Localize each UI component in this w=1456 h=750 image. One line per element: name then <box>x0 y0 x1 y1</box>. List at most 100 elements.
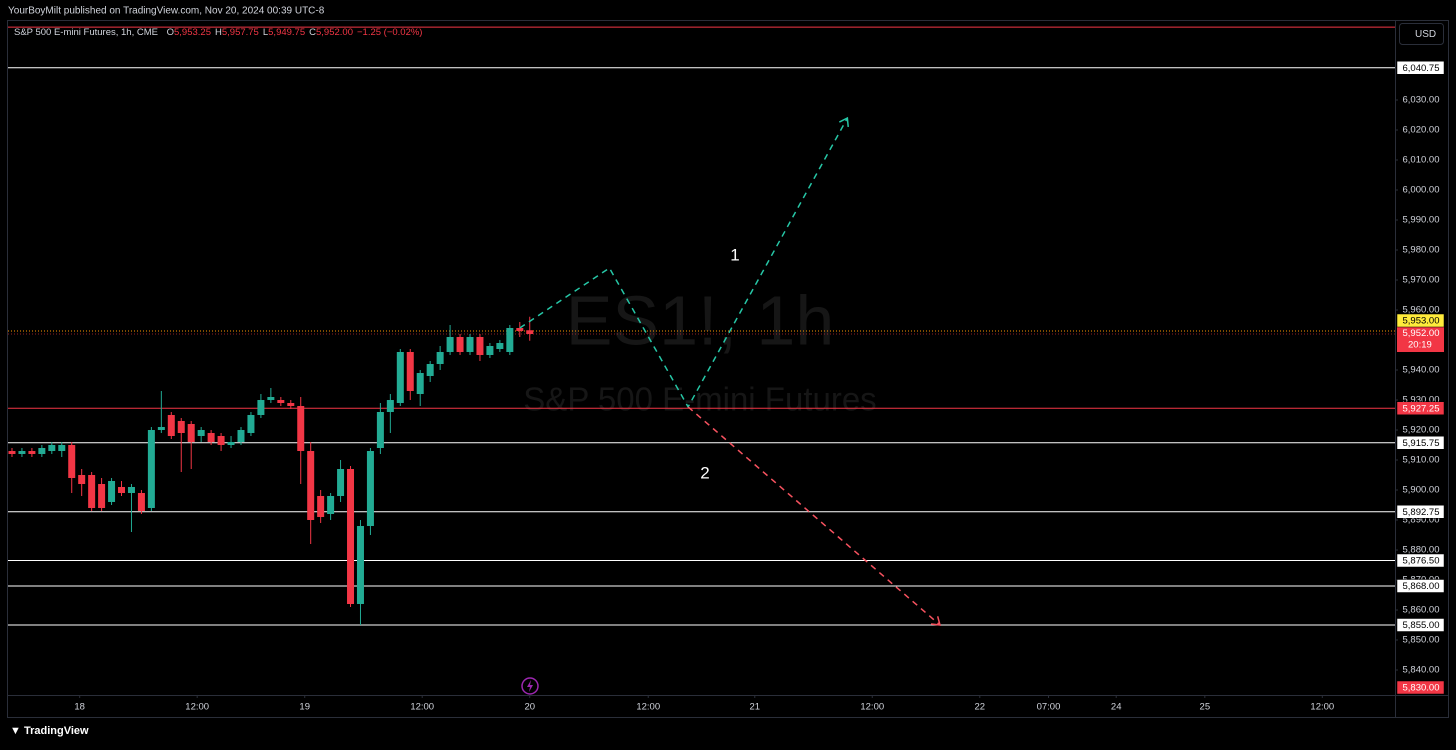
level-label-box <box>1396 401 1445 415</box>
annotation: 1 <box>730 245 739 264</box>
candle-body <box>337 469 345 496</box>
currency[interactable]: USD <box>1415 29 1436 40</box>
candle-body <box>118 487 126 493</box>
candle-body <box>506 328 514 352</box>
candle-body <box>217 436 225 445</box>
level-label-box <box>1396 618 1445 632</box>
ohlc-value: 5,957.75 <box>222 27 259 38</box>
x-tick-label: 20 <box>524 702 535 713</box>
candle-body <box>38 448 46 454</box>
x-tick-label: 18 <box>74 702 85 713</box>
y-tick-label: 6,000.00 <box>1403 185 1440 196</box>
y-tick-label: 5,940.00 <box>1403 365 1440 376</box>
level-label: 5,876.50 <box>1403 556 1440 567</box>
candle-body <box>98 484 106 508</box>
candle-body <box>167 415 175 436</box>
level-label: 5,953.00 <box>1403 316 1440 327</box>
candle-body <box>376 412 384 448</box>
footer-logo: ▼ <box>10 725 21 737</box>
y-tick-label: 5,910.00 <box>1403 455 1440 466</box>
candle-body <box>18 451 26 454</box>
candle-body <box>237 430 245 442</box>
candle-body <box>307 451 315 520</box>
x-tick-label: 24 <box>1111 702 1122 713</box>
candle-body <box>88 475 96 508</box>
candle-body <box>366 451 374 526</box>
footer-brand: TradingView <box>24 725 89 737</box>
candle-body <box>327 496 335 514</box>
level-label-box <box>1396 61 1445 75</box>
level-label: 5,830.00 <box>1403 683 1440 694</box>
candle-body <box>48 445 56 451</box>
x-tick-label: 12:00 <box>185 702 209 713</box>
candle-body <box>108 481 116 502</box>
projection-path <box>519 117 849 409</box>
y-tick-label: 5,890.00 <box>1403 515 1440 526</box>
chart-frame <box>7 20 1449 718</box>
y-tick-label: 6,020.00 <box>1403 125 1440 136</box>
countdown: 20:19 <box>1408 340 1432 351</box>
candle-body <box>147 430 155 508</box>
last-price-label-box <box>1397 327 1444 352</box>
level-label: 5,868.00 <box>1403 581 1440 592</box>
events-icon[interactable] <box>521 677 539 695</box>
candle-body <box>297 406 305 451</box>
level-label-box <box>1396 313 1445 328</box>
candle-body <box>486 346 494 355</box>
x-tick-label: 12:00 <box>410 702 434 713</box>
x-tick-label: 07:00 <box>1037 702 1061 713</box>
level-label-box <box>1396 553 1445 568</box>
candle-body <box>127 487 135 493</box>
candle-body <box>436 352 444 364</box>
level-label: 5,855.00 <box>1403 620 1440 631</box>
candle-body <box>496 343 504 349</box>
candle-body <box>317 496 325 517</box>
currency-button[interactable] <box>1399 23 1444 45</box>
candle-body <box>197 430 205 436</box>
change: −1.25 (−0.02%) <box>357 27 423 38</box>
candle-body <box>267 397 275 400</box>
y-tick-label: 5,880.00 <box>1403 545 1440 556</box>
y-tick-label: 5,860.00 <box>1403 605 1440 616</box>
level-label-box <box>1396 436 1445 450</box>
y-tick-label: 5,990.00 <box>1403 215 1440 226</box>
candle-body <box>456 337 464 352</box>
x-tick-label: 12:00 <box>860 702 884 713</box>
ohlc-key: O <box>167 27 174 38</box>
ohlc-value: 5,952.00 <box>316 27 353 38</box>
candle-body <box>406 352 414 391</box>
candle-body <box>207 433 215 442</box>
x-tick-label: 19 <box>299 702 310 713</box>
level-label: 5,892.75 <box>1403 507 1440 518</box>
y-tick-label: 5,970.00 <box>1403 275 1440 286</box>
candle-body <box>137 493 145 511</box>
publisher-line: YourBoyMilt published on TradingView.com… <box>8 6 325 17</box>
symbol: S&P 500 E-mini Futures, 1h, CME <box>14 27 158 38</box>
projection-arrowhead <box>930 616 941 626</box>
y-tick-label: 6,010.00 <box>1403 155 1440 166</box>
x-tick-label: 12:00 <box>636 702 660 713</box>
level-label: 5,927.25 <box>1403 403 1440 414</box>
candle-body <box>78 475 86 484</box>
x-tick-label: 12:00 <box>1310 702 1334 713</box>
level-label: 6,040.75 <box>1403 63 1440 74</box>
projection-arrowhead <box>838 116 849 128</box>
x-tick-label: 21 <box>749 702 760 713</box>
candle-body <box>526 330 534 334</box>
x-tick-label: 25 <box>1200 702 1211 713</box>
y-tick-label: 6,030.00 <box>1403 95 1440 106</box>
y-tick-label: 5,960.00 <box>1403 305 1440 316</box>
y-tick-label: 5,900.00 <box>1403 485 1440 496</box>
candle-body <box>386 400 394 412</box>
candle-body <box>247 415 255 433</box>
ohlc-key: C <box>309 27 316 38</box>
watermark: ES1!, 1h <box>566 281 835 359</box>
candle-body <box>426 364 434 376</box>
ohlc-key: H <box>215 27 222 38</box>
candle-body <box>157 427 165 430</box>
candle-body <box>287 403 295 406</box>
candle-body <box>187 424 195 442</box>
candle-body <box>177 421 185 433</box>
